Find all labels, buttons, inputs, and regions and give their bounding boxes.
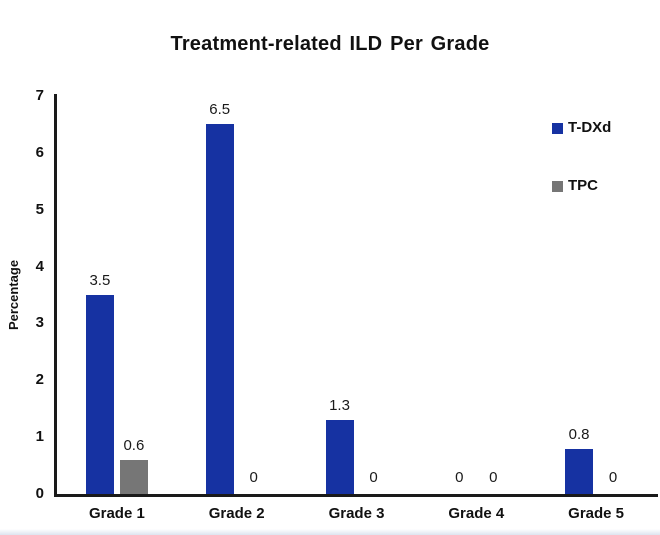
x-axis-label-grade-2: Grade 2 [208,505,265,522]
x-axis-label-grade-1: Grade 1 [88,505,145,522]
value-label-t-dxd-grade-4: 0 [455,469,464,486]
y-tick-label-1: 1 [35,428,44,446]
bar-t-dxd-grade-1 [85,295,114,494]
y-tick-label-2: 2 [35,371,44,389]
bar-t-dxd-grade-2 [205,124,234,494]
value-label-t-dxd-grade-5: 0.8 [568,425,590,443]
value-label-t-dxd-grade-2: 6.5 [209,101,231,119]
value-label-t-dxd-grade-3: 1.3 [329,397,350,415]
y-tick-label-7: 7 [35,87,44,104]
legend-label-t-dxd: T-DXd [568,119,612,136]
bar-t-dxd-grade-5 [565,448,594,494]
y-tick-label-5: 5 [35,200,44,218]
y-tick-label-0: 0 [35,485,44,502]
y-tick-label-4: 4 [35,257,44,275]
legend-marker-tpc [552,181,563,192]
bottom-strip [0,529,660,535]
legend-marker-t-dxd [552,123,563,134]
x-axis-label-grade-5: Grade 5 [568,505,625,522]
chart-title: Treatment-related ILD Per Grade [170,33,490,55]
y-axis-line [54,94,57,497]
value-label-tpc-grade-5: 0 [608,469,618,486]
y-tick-label-6: 6 [35,143,44,161]
value-label-t-dxd-grade-1: 3.5 [89,272,111,289]
value-label-tpc-grade-2: 0 [249,469,258,486]
legend-label-tpc: TPC [568,177,598,194]
value-label-tpc-grade-1: 0.6 [123,436,145,454]
x-axis-line [54,494,658,497]
x-axis-label-grade-4: Grade 4 [448,505,505,522]
y-tick-label-3: 3 [35,314,44,332]
bar-tpc-grade-1 [119,459,148,494]
value-label-tpc-grade-4: 0 [489,469,498,486]
x-axis-label-grade-3: Grade 3 [328,505,385,522]
value-label-tpc-grade-3: 0 [369,469,378,486]
bar-t-dxd-grade-3 [325,420,354,494]
